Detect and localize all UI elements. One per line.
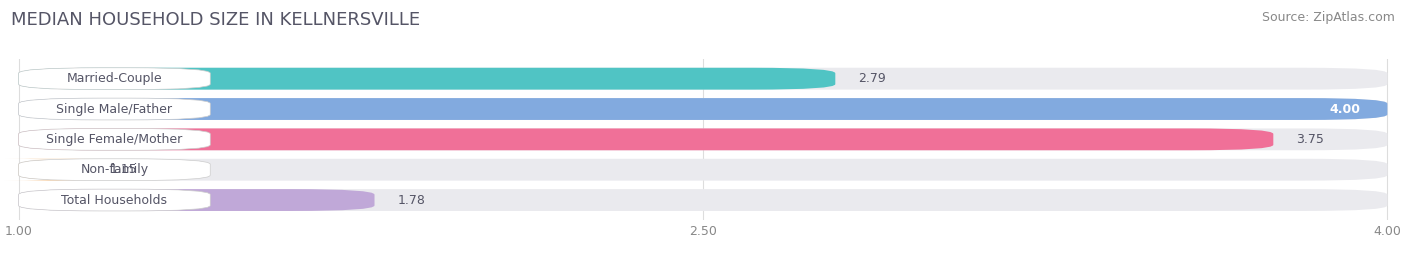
FancyBboxPatch shape	[18, 189, 211, 211]
FancyBboxPatch shape	[18, 159, 1388, 181]
Text: Total Households: Total Households	[62, 193, 167, 207]
Text: 2.79: 2.79	[858, 72, 886, 85]
FancyBboxPatch shape	[18, 128, 1274, 150]
Text: Source: ZipAtlas.com: Source: ZipAtlas.com	[1261, 11, 1395, 24]
FancyBboxPatch shape	[18, 98, 1388, 120]
Text: 1.15: 1.15	[110, 163, 138, 176]
FancyBboxPatch shape	[6, 159, 101, 181]
FancyBboxPatch shape	[18, 68, 1388, 90]
FancyBboxPatch shape	[18, 68, 211, 90]
Text: Non-family: Non-family	[80, 163, 149, 176]
Text: MEDIAN HOUSEHOLD SIZE IN KELLNERSVILLE: MEDIAN HOUSEHOLD SIZE IN KELLNERSVILLE	[11, 11, 420, 29]
Text: Single Male/Father: Single Male/Father	[56, 103, 173, 116]
Text: Married-Couple: Married-Couple	[66, 72, 162, 85]
FancyBboxPatch shape	[18, 128, 211, 150]
Text: 1.78: 1.78	[398, 193, 425, 207]
FancyBboxPatch shape	[18, 189, 374, 211]
Text: 4.00: 4.00	[1329, 103, 1360, 116]
FancyBboxPatch shape	[18, 159, 211, 181]
FancyBboxPatch shape	[18, 98, 211, 120]
FancyBboxPatch shape	[18, 128, 1388, 150]
Text: 3.75: 3.75	[1296, 133, 1324, 146]
Text: Single Female/Mother: Single Female/Mother	[46, 133, 183, 146]
FancyBboxPatch shape	[18, 68, 835, 90]
FancyBboxPatch shape	[18, 98, 1388, 120]
FancyBboxPatch shape	[18, 189, 1388, 211]
